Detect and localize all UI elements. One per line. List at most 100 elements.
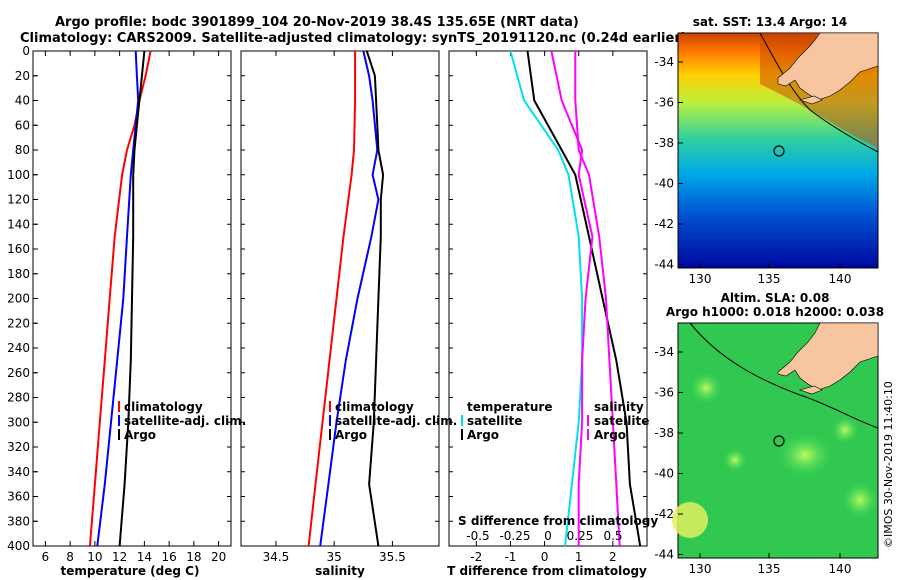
depth-tick-label: 180 — [7, 267, 30, 281]
x-tick-label: 10 — [87, 550, 102, 564]
series-argo — [118, 50, 146, 547]
map-y-tick-label: -40 — [654, 177, 674, 191]
map-y-tick-label: -42 — [654, 507, 674, 521]
map-y-tick-label: -36 — [654, 96, 674, 110]
copyright: ©IMOS 30-Nov-2019 11:40:10 — [882, 381, 895, 548]
depth-tick-label: 320 — [7, 440, 30, 454]
sst-map-axes: 130 135 140 -34 -36 -38 -40 -42 -44 — [654, 55, 851, 286]
depth-tick-label: 80 — [15, 143, 30, 157]
x-tick-label: 20 — [211, 550, 226, 564]
legend-climatology: climatology — [124, 400, 203, 414]
sla-map-title-2: Argo h1000: 0.018 h2000: 0.038 — [666, 305, 884, 319]
map-y-tick-label: -44 — [654, 548, 674, 562]
sla-map-axes: 130 135 140 -34 -36 -38 -40 -42 -44 — [654, 345, 851, 576]
sla-map-title-1: Altim. SLA: 0.08 — [721, 291, 830, 305]
x-tick-label: 34.5 — [263, 550, 290, 564]
temperature-xlabel: temperature (deg C) — [61, 564, 200, 578]
depth-tick-label: 400 — [7, 539, 30, 553]
legend-temperature: temperature — [467, 400, 552, 414]
legend-climatology: climatology — [335, 400, 414, 414]
title-line-1: Argo profile: bodc 3901899_104 20-Nov-20… — [55, 15, 579, 30]
depth-tick-label: 200 — [7, 292, 30, 306]
sst-map — [677, 32, 879, 269]
series-satellite-adj-clim- — [319, 50, 380, 547]
x-tick-label: 1 — [575, 550, 583, 564]
depth-tick-label: 220 — [7, 316, 30, 330]
salinity-legend: climatology satellite-adj. clim. Argo — [329, 400, 457, 442]
series-temperature-argo — [526, 50, 642, 547]
series-climatology — [307, 51, 357, 547]
x-tick-label: 18 — [186, 550, 201, 564]
depth-tick-label: 280 — [7, 391, 30, 405]
legend-argo: Argo — [335, 428, 367, 442]
depth-tick-label: 100 — [7, 168, 30, 182]
x-tick-label: 6 — [42, 550, 50, 564]
depth-tick-label: 60 — [15, 118, 30, 132]
map-y-tick-label: -38 — [654, 426, 674, 440]
x-tick-label: 14 — [137, 550, 152, 564]
legend-satellite: satellite-adj. clim. — [335, 414, 457, 428]
salinity-xlabel: salinity — [315, 564, 365, 578]
x-tick-label: 8 — [66, 550, 74, 564]
depth-tick-label: 0 — [22, 44, 30, 58]
sst-map-title: sat. SST: 13.4 Argo: 14 — [693, 15, 847, 29]
x-tick-label: 2 — [609, 550, 617, 564]
difference-plot: -2 -1 0 1 2 -0.5 -0.25 0 0.25 0.5 — [449, 50, 647, 564]
legend-argo: Argo — [124, 428, 156, 442]
s-tick-label: 0.25 — [567, 529, 594, 543]
depth-axis: 0 20 40 60 80 100 120 140 160 180 200 220 240 260 280 3… — [7, 44, 38, 553]
series-salinity-satellite — [550, 50, 594, 546]
legend-t-satellite: satellite — [467, 414, 522, 428]
salinity-panel — [240, 50, 440, 547]
depth-tick-label: 20 — [15, 69, 30, 83]
series-argo — [365, 50, 385, 547]
legend-satellite: satellite-adj. clim. — [124, 414, 246, 428]
s-tick-label: -0.25 — [499, 529, 530, 543]
depth-tick-label: 260 — [7, 366, 30, 380]
difference-legend: temperature satellite Argo salinity sate… — [458, 400, 658, 528]
depth-tick-label: 120 — [7, 193, 30, 207]
map-x-tick-label: 135 — [758, 272, 781, 286]
map-y-tick-label: -42 — [654, 217, 674, 231]
depth-tick-label: 380 — [7, 514, 30, 528]
x-tick-label: 16 — [161, 550, 176, 564]
argo-marker-sst — [773, 145, 785, 157]
legend-s-argo: Argo — [594, 428, 626, 442]
legend-t-argo: Argo — [467, 428, 499, 442]
s-difference-label: S difference from climatology — [458, 514, 658, 528]
map-x-tick-label: 135 — [758, 562, 781, 576]
temperature-plot: 6 8 10 12 14 16 18 20 — [33, 50, 231, 564]
difference-xlabel: T difference from climatology — [447, 564, 647, 578]
series-salinity-argo — [574, 51, 621, 547]
depth-tick-label: 360 — [7, 490, 30, 504]
salinity-plot: 34.5 35 35.5 — [241, 50, 439, 564]
x-tick-label: 35 — [327, 550, 342, 564]
legend-s-satellite: satellite — [594, 414, 649, 428]
depth-tick-label: 240 — [7, 341, 30, 355]
map-y-tick-label: -36 — [654, 386, 674, 400]
depth-tick-label: 160 — [7, 242, 30, 256]
x-tick-label: -2 — [470, 550, 482, 564]
legend-salinity: salinity — [594, 400, 644, 414]
series-satellite-adj-clim- — [96, 50, 140, 547]
depth-tick-label: 340 — [7, 465, 30, 479]
depth-tick-label: 300 — [7, 415, 30, 429]
map-x-tick-label: 130 — [689, 272, 712, 286]
depth-tick-label: 40 — [15, 94, 30, 108]
map-y-tick-label: -40 — [654, 467, 674, 481]
map-y-tick-label: -38 — [654, 136, 674, 150]
x-tick-label: -1 — [504, 550, 516, 564]
series-climatology — [88, 50, 152, 547]
map-y-tick-label: -44 — [654, 258, 674, 272]
map-y-tick-label: -34 — [654, 55, 674, 69]
map-x-tick-label: 130 — [689, 562, 712, 576]
series-temperature-satellite — [509, 50, 584, 547]
title-line-2: Climatology: CARS2009. Satellite-adjuste… — [20, 31, 687, 46]
argo-marker-sla — [773, 435, 785, 447]
map-x-tick-label: 140 — [829, 562, 852, 576]
temperature-legend: climatology satellite-adj. clim. Argo — [118, 400, 246, 442]
sla-map — [672, 322, 879, 559]
depth-tick-label: 140 — [7, 217, 30, 231]
s-tick-label: 0 — [544, 529, 552, 543]
